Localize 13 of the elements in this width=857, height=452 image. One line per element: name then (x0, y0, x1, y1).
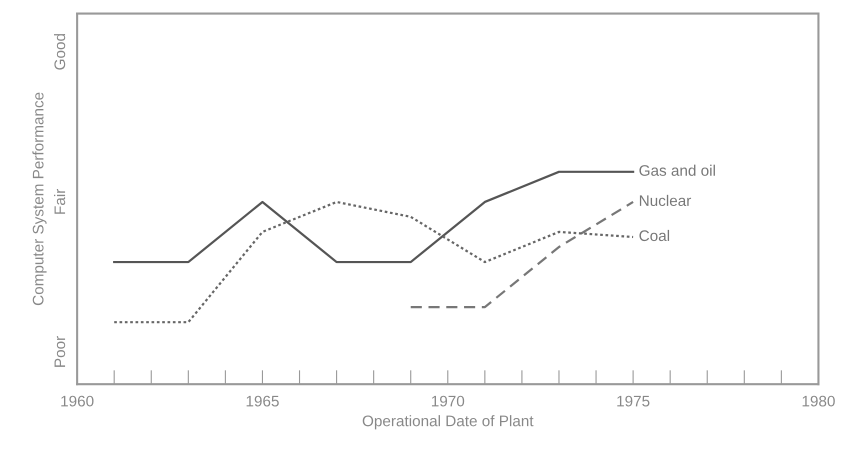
x-axis-title: Operational Date of Plant (362, 415, 534, 430)
x-tick-label: 1960 (61, 396, 94, 407)
x-tick-label: 1980 (802, 396, 835, 407)
y-axis-title: Computer System Performance (32, 92, 47, 306)
series-label: Coal (639, 230, 670, 242)
text: Good (54, 34, 66, 70)
text: Fair (54, 188, 66, 214)
x-tick-label: 1970 (432, 396, 464, 407)
series-label: Nuclear (640, 194, 692, 206)
series-label: Gas and oil (639, 164, 715, 176)
text: Poor (54, 336, 66, 367)
x-tick-label: 1975 (617, 396, 650, 407)
x-tick-label: 1965 (246, 396, 279, 407)
